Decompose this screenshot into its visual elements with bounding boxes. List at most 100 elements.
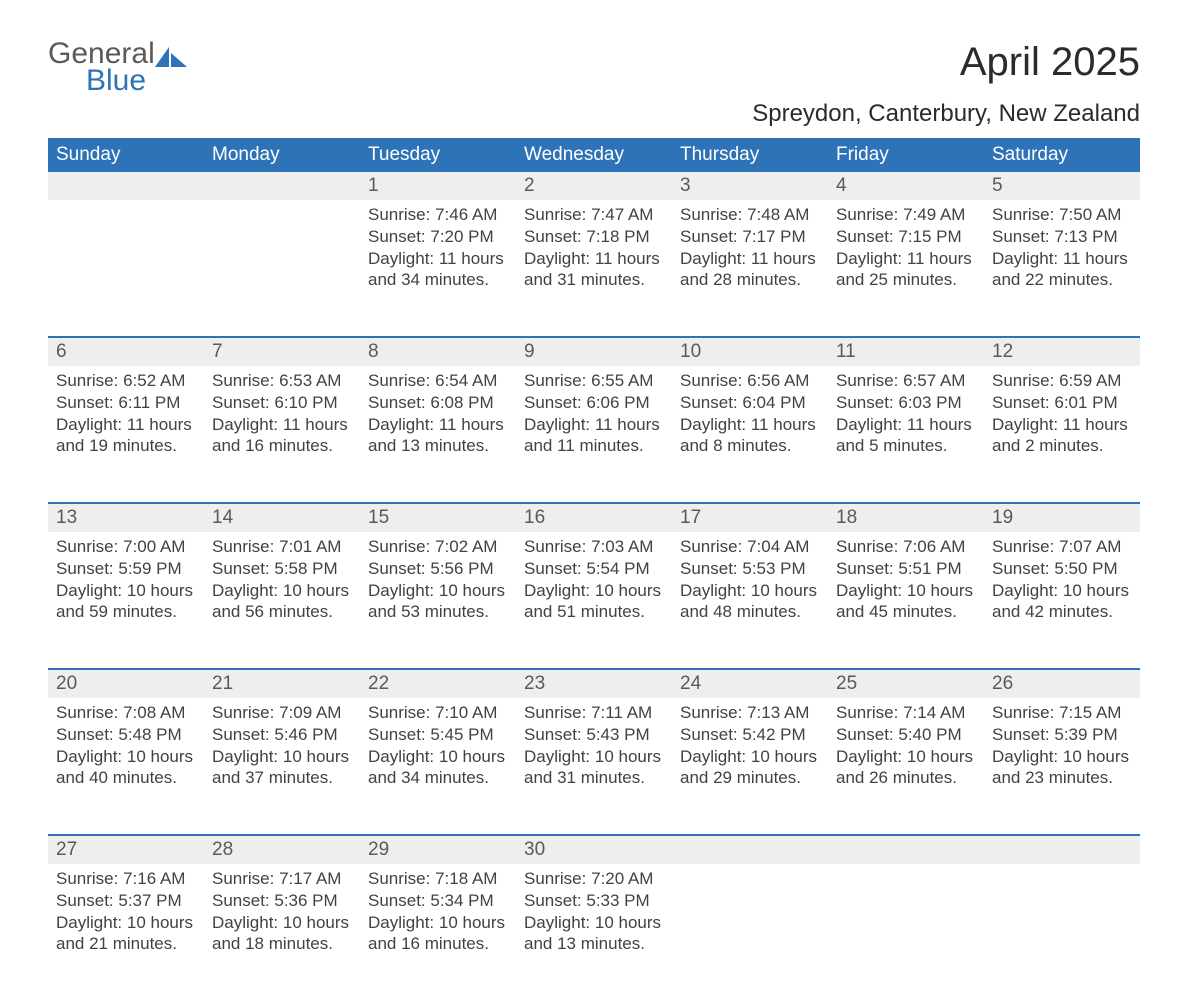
day-cell [984, 864, 1140, 1000]
week-row: Sunrise: 7:00 AMSunset: 5:59 PMDaylight:… [48, 532, 1140, 668]
sunset-text: Sunset: 5:46 PM [212, 724, 352, 746]
sunset-text: Sunset: 5:42 PM [680, 724, 820, 746]
sunrise-text: Sunrise: 6:54 AM [368, 370, 508, 392]
sunset-text: Sunset: 7:13 PM [992, 226, 1132, 248]
daylight-text: Daylight: 10 hours and 31 minutes. [524, 746, 664, 790]
day-number: 2 [516, 172, 672, 200]
daynum-cell: 24 [672, 670, 828, 698]
day-number [984, 836, 1140, 864]
day-cell: Sunrise: 7:15 AMSunset: 5:39 PMDaylight:… [984, 698, 1140, 834]
sunrise-text: Sunrise: 7:07 AM [992, 536, 1132, 558]
day-cell: Sunrise: 7:07 AMSunset: 5:50 PMDaylight:… [984, 532, 1140, 668]
day-number: 3 [672, 172, 828, 200]
logo-word1: General [48, 40, 155, 67]
sunset-text: Sunset: 5:58 PM [212, 558, 352, 580]
sunrise-text: Sunrise: 7:08 AM [56, 702, 196, 724]
daynum-cell: 1 [360, 172, 516, 200]
sunset-text: Sunset: 6:11 PM [56, 392, 196, 414]
header: General Blue April 2025 [48, 40, 1140, 94]
day-number: 16 [516, 504, 672, 532]
sunset-text: Sunset: 5:59 PM [56, 558, 196, 580]
day-cell: Sunrise: 7:10 AMSunset: 5:45 PMDaylight:… [360, 698, 516, 834]
sunrise-text: Sunrise: 7:50 AM [992, 204, 1132, 226]
daynum-cell: 15 [360, 504, 516, 532]
daynum-cell [672, 836, 828, 864]
day-cell [672, 864, 828, 1000]
weekday-header: Sunday [48, 138, 204, 172]
day-number: 21 [204, 670, 360, 698]
day-number: 8 [360, 338, 516, 366]
sunrise-text: Sunrise: 7:18 AM [368, 868, 508, 890]
sunset-text: Sunset: 5:43 PM [524, 724, 664, 746]
daynum-cell: 21 [204, 670, 360, 698]
sunrise-text: Sunrise: 7:46 AM [368, 204, 508, 226]
daynum-cell: 27 [48, 836, 204, 864]
day-number: 24 [672, 670, 828, 698]
day-cell [48, 200, 204, 336]
daynum-cell: 2 [516, 172, 672, 200]
sunrise-text: Sunrise: 7:02 AM [368, 536, 508, 558]
day-cell: Sunrise: 7:50 AMSunset: 7:13 PMDaylight:… [984, 200, 1140, 336]
sunset-text: Sunset: 7:18 PM [524, 226, 664, 248]
daynum-cell: 29 [360, 836, 516, 864]
week-row: Sunrise: 7:08 AMSunset: 5:48 PM Daylight:… [48, 698, 1140, 834]
day-number: 28 [204, 836, 360, 864]
title-block: April 2025 [960, 40, 1140, 85]
sunrise-text: Sunrise: 6:57 AM [836, 370, 976, 392]
sunset-text: Sunset: 5:45 PM [368, 724, 508, 746]
daynum-cell: 10 [672, 338, 828, 366]
daylight-text: Daylight: 10 hours and 16 minutes. [368, 912, 508, 956]
daylight-text: Daylight: 10 hours and 23 minutes. [992, 746, 1132, 790]
daynum-cell: 19 [984, 504, 1140, 532]
daylight-text: Daylight: 11 hours and 16 minutes. [212, 414, 352, 458]
daynum-cell: 5 [984, 172, 1140, 200]
daylight-text: Daylight: 11 hours and 5 minutes. [836, 414, 976, 458]
day-cell: Sunrise: 6:56 AMSunset: 6:04 PMDaylight:… [672, 366, 828, 502]
day-cell: Sunrise: 7:06 AMSunset: 5:51 PMDaylight:… [828, 532, 984, 668]
sunset-text: Sunset: 5:50 PM [992, 558, 1132, 580]
day-cell: Sunrise: 7:00 AMSunset: 5:59 PMDaylight:… [48, 532, 204, 668]
day-cell: Sunrise: 7:03 AMSunset: 5:54 PMDaylight:… [516, 532, 672, 668]
day-number: 27 [48, 836, 204, 864]
day-cell: Sunrise: 7:47 AMSunset: 7:18 PMDaylight:… [516, 200, 672, 336]
day-number: 5 [984, 172, 1140, 200]
daylight-text: Daylight: 11 hours and 28 minutes. [680, 248, 820, 292]
sunset-text: Sunset: 5:48 PM [56, 724, 196, 746]
sunrise-text: Sunrise: 7:04 AM [680, 536, 820, 558]
day-cell: Sunrise: 7:04 AMSunset: 5:53 PMDaylight:… [672, 532, 828, 668]
daylight-text: Daylight: 10 hours and 59 minutes. [56, 580, 196, 624]
daylight-text: Daylight: 11 hours and 11 minutes. [524, 414, 664, 458]
day-cell: Sunrise: 6:53 AMSunset: 6:10 PMDaylight:… [204, 366, 360, 502]
day-number: 1 [360, 172, 516, 200]
daylight-text: Daylight: 10 hours and 48 minutes. [680, 580, 820, 624]
daylight-text: Daylight: 10 hours and 37 minutes. [212, 746, 352, 790]
calendar-body: 12345Sunrise: 7:46 AMSunset: 7:20 PMDayl… [48, 172, 1140, 1000]
daynum-cell: 4 [828, 172, 984, 200]
day-cell: Sunrise: 7:11 AMSunset: 5:43 PMDaylight:… [516, 698, 672, 834]
daynum-cell: 8 [360, 338, 516, 366]
daylight-text: Daylight: 10 hours and 42 minutes. [992, 580, 1132, 624]
daynum-cell: 26 [984, 670, 1140, 698]
sunset-text: Sunset: 5:34 PM [368, 890, 508, 912]
daynum-cell: 22 [360, 670, 516, 698]
daylight-text: Daylight: 11 hours and 31 minutes. [524, 248, 664, 292]
day-number: 6 [48, 338, 204, 366]
sunrise-text: Sunrise: 6:56 AM [680, 370, 820, 392]
sunrise-text: Sunrise: 7:11 AM [524, 702, 664, 724]
day-number: 20 [48, 670, 204, 698]
weekday-header: Thursday [672, 138, 828, 172]
daynum-cell: 11 [828, 338, 984, 366]
day-number: 12 [984, 338, 1140, 366]
daynum-cell: 3 [672, 172, 828, 200]
daylight-text: Daylight: 10 hours and 56 minutes. [212, 580, 352, 624]
day-number: 22 [360, 670, 516, 698]
sunrise-text: Sunrise: 7:17 AM [212, 868, 352, 890]
sunrise-text: Sunrise: 7:48 AM [680, 204, 820, 226]
daynum-cell: 6 [48, 338, 204, 366]
daylight-text: Daylight: 11 hours and 2 minutes. [992, 414, 1132, 458]
sunset-text: Sunset: 6:06 PM [524, 392, 664, 414]
daynum-cell: 17 [672, 504, 828, 532]
day-number: 10 [672, 338, 828, 366]
weekday-header: Saturday [984, 138, 1140, 172]
sunset-text: Sunset: 5:40 PM [836, 724, 976, 746]
